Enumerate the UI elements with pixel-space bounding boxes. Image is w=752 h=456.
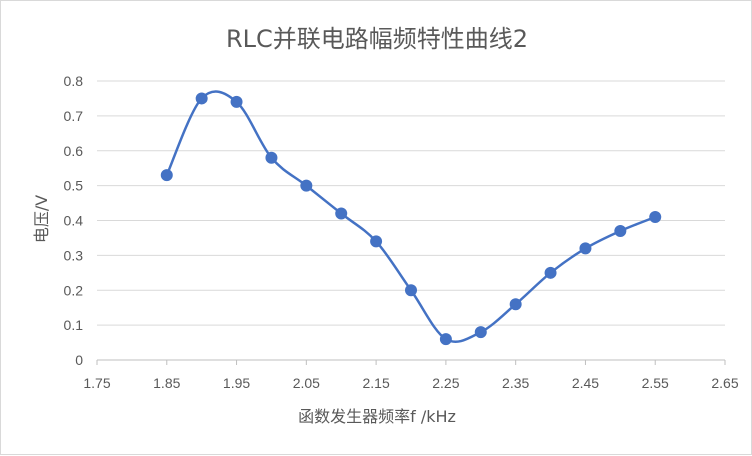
- x-tick-label: 2.05: [293, 375, 320, 391]
- y-tick-label: 0.1: [64, 317, 84, 333]
- data-point: [335, 207, 348, 220]
- x-axis-label: 函数发生器频率f /kHz: [298, 407, 456, 426]
- chart-title: RLC并联电路幅频特性曲线2: [225, 25, 529, 53]
- data-point: [614, 224, 627, 237]
- axes: [96, 359, 726, 365]
- x-tick-label: 1.95: [223, 375, 250, 391]
- data-point: [370, 235, 383, 248]
- x-tick-label: 2.65: [711, 375, 738, 391]
- x-tick-label: 2.25: [432, 375, 459, 391]
- x-tick-label: 2.45: [572, 375, 599, 391]
- x-tick-label: 1.75: [83, 375, 110, 391]
- x-tick-label: 2.55: [642, 375, 669, 391]
- x-tick-label: 2.35: [502, 375, 529, 391]
- data-point: [474, 326, 487, 339]
- data-point: [509, 298, 522, 311]
- data-point: [265, 151, 278, 164]
- data-point: [230, 95, 243, 108]
- x-tick-label: 1.85: [153, 375, 180, 391]
- y-tick-label: 0.6: [64, 143, 84, 159]
- data-point: [579, 242, 592, 255]
- data-point: [649, 211, 662, 224]
- y-tick-label: 0: [75, 352, 83, 368]
- y-tick-label: 0.3: [64, 247, 84, 263]
- y-tick-label: 0.7: [64, 108, 84, 124]
- data-point: [195, 92, 208, 105]
- data-point: [160, 169, 173, 182]
- y-tick-label: 0.2: [64, 282, 84, 298]
- data-point: [405, 284, 417, 297]
- y-tick-label: 0.5: [64, 178, 84, 194]
- data-point: [544, 266, 557, 279]
- x-tick-label: 2.15: [362, 375, 389, 391]
- x-tick-labels: 1.75 1.85 1.95 2.05 2.15 2.25 2.35 2.45 2.55 2.65: [83, 375, 738, 391]
- series-line: [165, 90, 656, 343]
- y-tick-label: 0.8: [64, 73, 84, 89]
- data-point: [300, 179, 313, 192]
- y-tick-labels: 0 0.1 0.2 0.3 0.4 0.5 0.6 0.7 0.8: [64, 73, 84, 368]
- y-tick-label: 0.4: [64, 213, 84, 229]
- series-1: [160, 90, 662, 346]
- data-point: [439, 333, 452, 346]
